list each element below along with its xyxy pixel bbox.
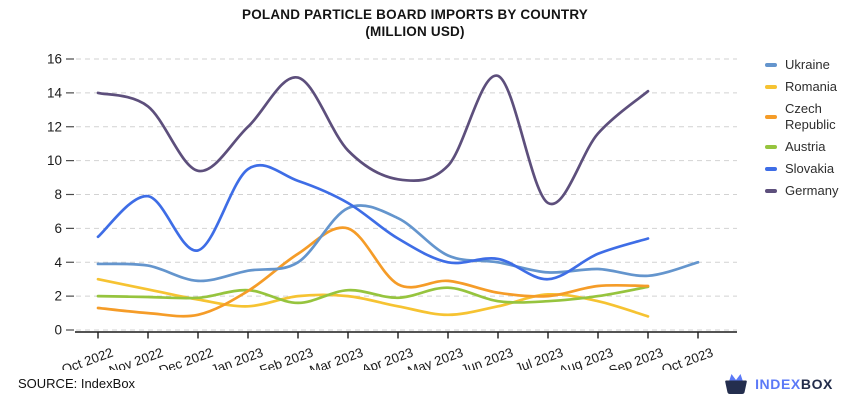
source-note: SOURCE: IndexBox [18, 376, 136, 391]
x-axis-label-jun-2023: Jun 2023 [459, 345, 515, 370]
y-axis-label-10: 10 [47, 153, 62, 168]
legend-item-slovakia: Slovakia [765, 161, 843, 177]
y-axis-label-12: 12 [47, 119, 62, 134]
series-line-slovakia [96, 163, 650, 281]
x-axis-label-jan-2023: Jan 2023 [209, 345, 265, 370]
logo-text-box: BOX [800, 375, 833, 392]
legend-label-slovakia: Slovakia [785, 161, 835, 176]
x-axis-label-aug-2023: Aug 2023 [557, 345, 615, 370]
x-axis-label-dec-2022: Dec 2022 [157, 345, 215, 370]
basket-with-crown-icon [725, 374, 747, 394]
y-axis-label-14: 14 [47, 85, 63, 100]
y-axis-label-2: 2 [54, 289, 62, 304]
x-axis-label-oct-2023: Oct 2023 [660, 345, 715, 370]
logo-text-index: INDEX [755, 375, 801, 392]
legend-swatch-czech-republic [765, 115, 777, 119]
legend-swatch-romania [765, 85, 777, 89]
legend-item-germany: Germany [765, 183, 843, 199]
series-line-ukraine [96, 204, 700, 283]
y-axis-label-4: 4 [54, 255, 62, 270]
legend-item-austria: Austria [765, 139, 843, 155]
x-axis-label-sep-2023: Sep 2023 [607, 345, 665, 370]
chart-title: POLAND PARTICLE BOARD IMPORTS BY COUNTRY… [0, 6, 830, 40]
legend-label-ukraine: Ukraine [785, 57, 830, 72]
series-line-czech-republic [96, 226, 650, 318]
x-axis-label-feb-2023: Feb 2023 [258, 345, 316, 370]
legend-item-czech-republic: Czech Republic [765, 101, 843, 133]
y-axis-label-16: 16 [47, 52, 62, 67]
series-line-austria [96, 285, 650, 305]
legend-label-czech-republic: Czech Republic [785, 101, 836, 132]
x-axis-label-nov-2022: Nov 2022 [107, 345, 165, 370]
legend-label-romania: Romania [785, 79, 838, 94]
legend-swatch-ukraine [765, 63, 777, 67]
y-axis-label-6: 6 [54, 221, 62, 236]
indexbox-logo: INDEXBOX [723, 372, 833, 395]
x-axis-label-mar-2023: Mar 2023 [308, 345, 365, 370]
chart-legend: Ukraine Romania Czech Republic Austria Slova… [765, 57, 843, 199]
legend-label-germany: Germany [785, 183, 839, 198]
chart-title-line2: (MILLION USD) [365, 24, 465, 39]
indexbox-logo-text: INDEXBOX [755, 376, 833, 392]
legend-swatch-austria [765, 145, 777, 149]
chart-title-line1: POLAND PARTICLE BOARD IMPORTS BY COUNTRY [241, 7, 588, 22]
legend-swatch-germany [765, 189, 777, 193]
y-axis-label-0: 0 [54, 323, 62, 338]
legend-item-romania: Romania [765, 79, 843, 95]
legend-item-ukraine: Ukraine [765, 57, 843, 73]
legend-label-austria: Austria [785, 139, 826, 154]
legend-swatch-slovakia [765, 167, 777, 171]
y-axis-label-8: 8 [54, 187, 62, 202]
series-line-germany [96, 74, 650, 206]
